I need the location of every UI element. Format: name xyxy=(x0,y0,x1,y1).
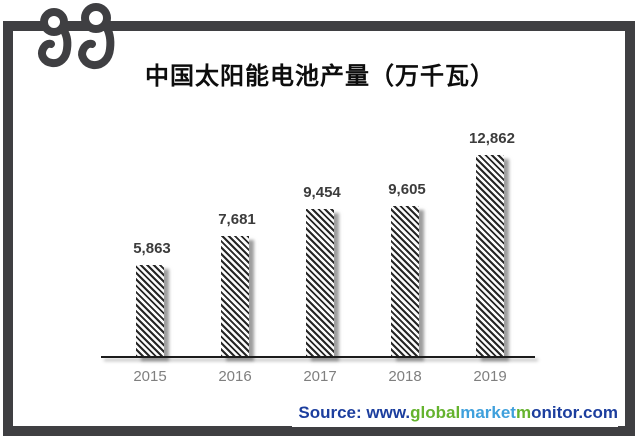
bar-2015 xyxy=(136,265,164,357)
source-text-segment: m xyxy=(515,403,532,422)
bar-value-label: 9,605 xyxy=(388,181,426,198)
bar-value-label: 9,454 xyxy=(303,184,341,201)
x-tick-label: 2019 xyxy=(473,368,507,385)
source-text-segment: onitor xyxy=(531,403,579,422)
source-link[interactable]: Source: www.globalmarketmonitor.com xyxy=(292,403,618,427)
x-tick-label: 2016 xyxy=(218,368,252,385)
outer-frame-border xyxy=(3,21,635,436)
source-text-segment: Source: www. xyxy=(298,403,411,422)
x-tick-label: 2015 xyxy=(133,368,167,385)
bar-2016 xyxy=(221,236,249,357)
bar-chart-plot-area: 5,863 7,681 9,454 9,605 12,862 2015 2016 2017 2… xyxy=(95,120,545,400)
source-text-segment: .com xyxy=(578,403,618,422)
chart-title: 中国太阳能电池产量（万千瓦） xyxy=(145,63,495,90)
x-axis-line xyxy=(101,356,535,358)
bar-2019 xyxy=(476,155,504,357)
source-text-segment: market xyxy=(460,403,516,422)
bar-value-label: 12,862 xyxy=(469,130,515,147)
double-curl-logo-icon xyxy=(38,3,115,70)
x-tick-label: 2018 xyxy=(388,368,422,385)
bar-value-label: 5,863 xyxy=(133,240,171,257)
bar-value-label: 7,681 xyxy=(218,211,256,228)
bar-2017 xyxy=(306,209,334,357)
bar-2018 xyxy=(391,206,419,357)
source-text-segment: global xyxy=(410,403,461,422)
x-tick-label: 2017 xyxy=(303,368,337,385)
